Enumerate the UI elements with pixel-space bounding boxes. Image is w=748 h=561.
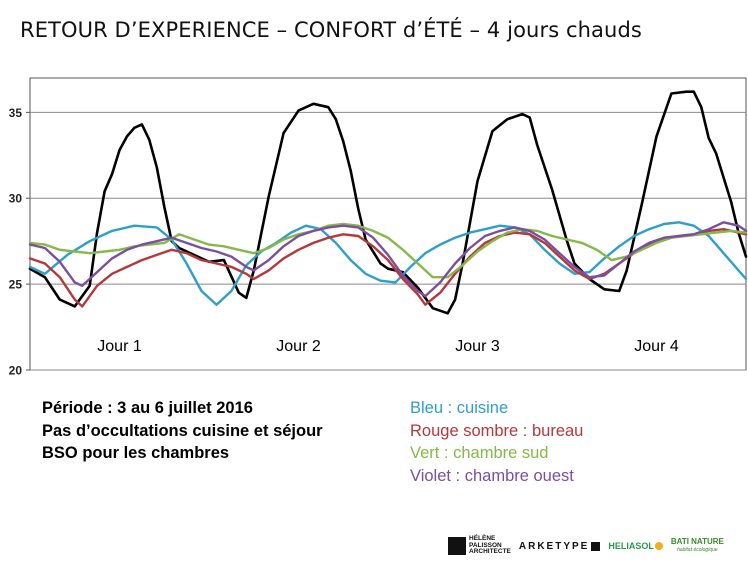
y-tick-label: 30 [9,192,23,206]
legend-item-chambre-ouest: Violet : chambre ouest [410,466,574,485]
info-block: Période : 3 au 6 juillet 2016 Pas d’occu… [42,397,323,465]
series-line-chambre_ouest [28,221,748,298]
day-label-1: Jour 1 [97,338,142,355]
y-tick-label: 35 [9,106,23,120]
bati-nature-text: BATI NATURE [670,537,724,546]
helene-palisson-logo: HÉLÈNE PALISSON ARCHITECTE [448,536,511,556]
series-line-cuisine [28,221,748,306]
heliasol-text: HELIASOL [608,541,654,551]
heliasol-logo: HELIASOL [608,541,663,551]
legend: Bleu : cuisine Rouge sombre : bureau Ver… [410,397,583,487]
y-tick-label: 20 [9,364,23,378]
logo-hp-line2: PALISSON [469,541,502,549]
plot-area [29,77,747,371]
logo-hp-line3: ARCHITECTE [469,548,511,556]
legend-item-chambre-sud: Vert : chambre sud [410,444,549,462]
info-bso: BSO pour les chambres [42,444,230,462]
sun-icon [654,542,663,550]
helene-palisson-mark-icon [448,537,466,555]
legend-item-cuisine: Bleu : cuisine [410,399,509,417]
series-line-outdoor [28,90,748,315]
info-period: Période : 3 au 6 juillet 2016 [42,399,253,417]
info-occultation: Pas d’occultations cuisine et séjour [42,421,323,440]
arketype-text: ARKETYPE [518,540,590,552]
bati-nature-logo: BATI NATURE habitat écologique [671,537,724,555]
slide-title: RETOUR D’EXPERIENCE – CONFORT d’ÉTÉ – 4 … [20,18,642,42]
house-icon [591,541,601,551]
y-tick-label: 25 [9,278,23,292]
logo-hp-line1: HÉLÈNE [469,535,496,543]
day-label-3: Jour 3 [455,338,500,355]
bati-nature-subtext: habitat écologique [677,547,718,553]
arketype-logo: ARKETYPE [518,540,601,552]
temperature-chart: 20 25 30 35 Jour 1 Jour 2 Jour 3 Jour 4 [9,77,748,378]
footer-logos: HÉLÈNE PALISSON ARCHITECTE ARKETYPE HELI… [448,534,724,558]
day-label-4: Jour 4 [634,338,679,355]
day-label-2: Jour 2 [276,338,321,355]
legend-item-bureau: Rouge sombre : bureau [410,421,584,440]
